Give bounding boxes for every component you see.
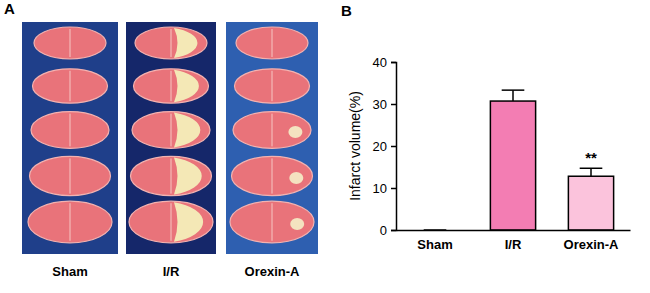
y-tick-mark [391, 104, 396, 106]
brain-slice [28, 201, 112, 243]
slice-midline [171, 114, 172, 147]
brain-slice [134, 69, 209, 103]
infarct-region [174, 70, 199, 102]
brain-slice [34, 27, 106, 59]
brain-slice [132, 112, 210, 149]
brain-slice [235, 69, 310, 103]
slice-midline [70, 114, 71, 147]
brain-slice [129, 201, 213, 243]
slice-midline [272, 114, 273, 147]
x-tick-label: Sham [417, 237, 452, 252]
slice-midline [171, 158, 172, 193]
y-axis-line [391, 63, 397, 231]
photo-background [126, 22, 216, 254]
y-tick: 40 [373, 55, 396, 70]
error-stem [590, 168, 592, 176]
slice-midline [171, 71, 172, 101]
figure: A Sham I/R Orexin-A B ** 0 10 20 30 40 Sham I/R Orexi… [0, 0, 650, 293]
bar [568, 176, 613, 230]
brain-slice [230, 201, 314, 243]
x-tick: Sham [417, 230, 452, 252]
brain-slice [30, 156, 111, 195]
y-tick-label: 10 [373, 181, 387, 196]
slice-midline [272, 158, 273, 193]
x-axis-line [397, 230, 631, 232]
y-tick: 0 [380, 223, 396, 238]
slice-midline [272, 71, 273, 101]
x-axis: Sham I/R Orexin-A [397, 230, 631, 252]
y-tick-mark [391, 62, 396, 64]
brain-slice [33, 69, 108, 103]
y-axis-title: Infarct volume(%) [347, 91, 363, 201]
y-tick: 10 [373, 181, 396, 196]
panel-a [22, 22, 318, 254]
slice-midline [70, 29, 71, 57]
x-tick: Orexin-A [564, 230, 620, 252]
slice-midline [272, 203, 273, 241]
y-tick-label: 30 [373, 97, 387, 112]
slice-midline [272, 29, 273, 57]
y-tick: 30 [373, 97, 396, 112]
x-tick: I/R [505, 230, 522, 252]
x-tick-label: I/R [505, 237, 522, 252]
brain-slice [233, 112, 311, 149]
slice-midline [70, 158, 71, 193]
slice-midline [70, 71, 71, 101]
small-infarct [289, 172, 303, 184]
y-tick-mark [391, 230, 396, 232]
infarct-region [174, 202, 203, 242]
brain-slice [135, 27, 207, 59]
slice-midline [70, 203, 71, 241]
infarct-region [174, 113, 200, 148]
y-axis: 0 10 20 30 40 [373, 55, 397, 238]
panel-label: B [341, 2, 352, 19]
brain-slice [131, 156, 212, 195]
infarct-region [174, 28, 197, 58]
y-tick-mark [391, 146, 396, 148]
x-tick-label: Orexin-A [564, 237, 620, 252]
bar [490, 101, 535, 230]
y-tick-label: 40 [373, 55, 387, 70]
error-cap [580, 168, 603, 170]
small-infarct [288, 126, 302, 138]
slice-midline [171, 29, 172, 57]
brain-slice [31, 112, 109, 149]
group-label: I/R [163, 264, 180, 279]
brain-slice [232, 156, 313, 195]
error-cap [502, 89, 525, 91]
y-tick-label: 20 [373, 139, 387, 154]
error-stem [512, 90, 514, 101]
photo-background [22, 22, 118, 254]
y-tick-mark [391, 188, 396, 190]
photo-background [226, 22, 318, 254]
plot-area [424, 90, 614, 230]
error-bar [580, 168, 603, 176]
error-bar [502, 90, 525, 101]
slice-midline [171, 203, 172, 241]
significance-label: ** [585, 149, 597, 166]
brain-slice [236, 27, 308, 59]
y-tick: 20 [373, 139, 396, 154]
small-infarct [290, 218, 304, 230]
group-label: Orexin-A [245, 264, 301, 279]
group-label: Sham [52, 264, 87, 279]
panel-label: A [4, 0, 15, 17]
infarct-region [174, 157, 202, 194]
y-tick-label: 0 [380, 223, 387, 238]
